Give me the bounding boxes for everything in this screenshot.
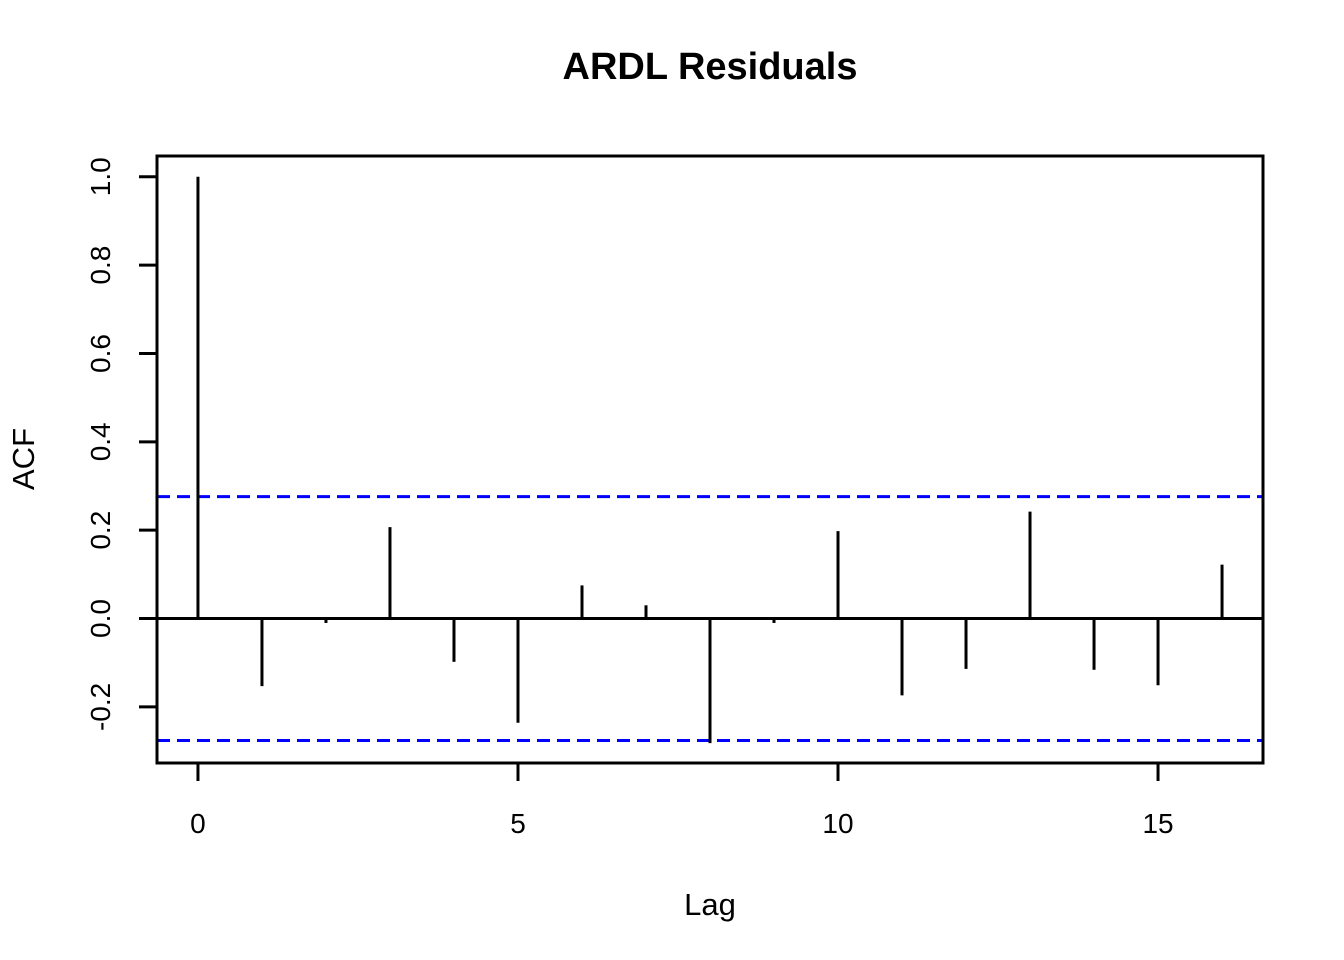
x-tick-label: 10 [822, 808, 853, 839]
plot-box [155, 154, 1265, 765]
axes-layer: 0 5 10 15 1.0 0.8 0.6 0.4 0.2 0.0 -0.2 [85, 157, 1263, 839]
chart-title: ARDL Residuals [563, 46, 858, 88]
y-tick-label: -0.2 [85, 683, 116, 731]
x-axis-title: Lag [684, 887, 736, 922]
x-tick-label: 0 [190, 808, 206, 839]
y-tick-label: 0.6 [85, 334, 116, 373]
y-axis-title: ACF [6, 428, 41, 490]
y-tick-label: 0.0 [85, 599, 116, 638]
y-tick-label: 0.8 [85, 246, 116, 285]
x-tick-label: 5 [510, 808, 526, 839]
y-tick-label: 0.2 [85, 511, 116, 550]
y-tick-label: 0.4 [85, 422, 116, 461]
y-tick-label: 1.0 [85, 157, 116, 196]
x-tick-label: 15 [1142, 808, 1173, 839]
stems-layer [196, 176, 1224, 744]
